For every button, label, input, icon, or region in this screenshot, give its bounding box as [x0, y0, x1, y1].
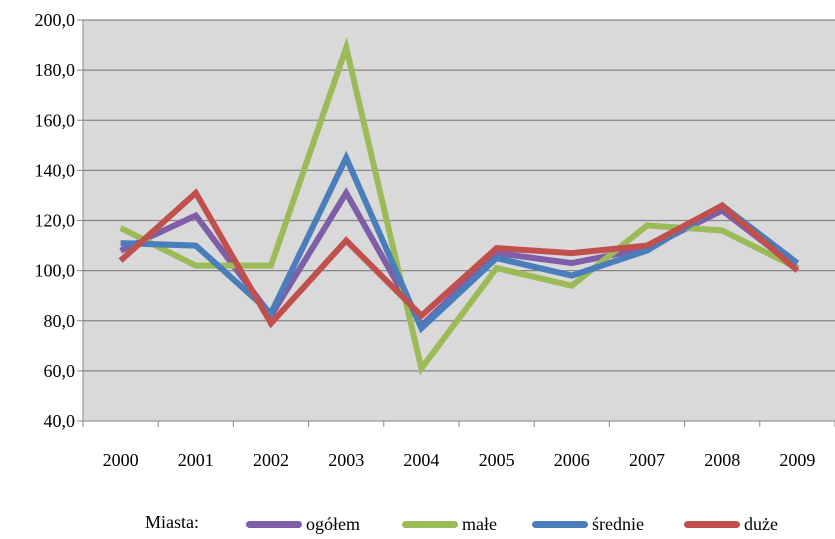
legend-item-duze: duże: [684, 512, 778, 536]
y-tick-label: 80,0: [44, 311, 76, 331]
x-tick-label: 2004: [403, 450, 439, 470]
legend-label: małe: [462, 513, 497, 534]
y-tick-label: 40,0: [44, 411, 76, 431]
x-tick-label: 2006: [554, 450, 590, 470]
legend-label: średnie: [592, 513, 644, 534]
y-tick-label: 120,0: [35, 211, 76, 231]
series-line-3: [118, 188, 800, 329]
x-tick-label: 2000: [103, 450, 139, 470]
legend-swatch: [684, 520, 740, 528]
legend-label: ogółem: [306, 513, 360, 534]
legend-item-ogolem: ogółem: [246, 512, 360, 536]
x-tick-label: 2003: [328, 450, 364, 470]
legend-item-srednie: średnie: [532, 512, 644, 536]
legend-swatch: [246, 520, 302, 528]
x-tick-label: 2001: [178, 450, 214, 470]
x-tick-label: 2007: [629, 450, 665, 470]
line-chart: 40,0 60,0 80,0 100,0 120,0 140,0 160,0 180,0 200…: [35, 10, 835, 470]
legend-label: duże: [744, 513, 778, 534]
y-tick-label: 60,0: [44, 361, 76, 381]
y-axis-ticks: 40,0 60,0 80,0 100,0 120,0 140,0 160,0 180,0 200…: [35, 10, 83, 431]
legend-item-male: małe: [402, 512, 497, 536]
legend-title: Miasta:: [145, 512, 199, 532]
legend-swatch: [402, 520, 458, 528]
x-axis-ticks: 2000 2001 2002 2003 2004 2005 2006 2007 2008 2009: [82, 421, 835, 470]
y-tick-label: 180,0: [35, 60, 76, 80]
x-tick-label: 2008: [704, 450, 740, 470]
y-tick-label: 140,0: [35, 160, 76, 180]
legend: Miasta: ogółem małe średnie duże: [0, 512, 835, 539]
x-tick-label: 2002: [253, 450, 289, 470]
y-tick-label: 100,0: [35, 261, 76, 281]
y-tick-label: 160,0: [35, 110, 76, 130]
series-lines: [118, 36, 800, 376]
y-tick-label: 200,0: [35, 10, 76, 30]
legend-swatch: [532, 520, 588, 528]
x-tick-label: 2009: [779, 450, 815, 470]
x-tick-label: 2005: [479, 450, 515, 470]
